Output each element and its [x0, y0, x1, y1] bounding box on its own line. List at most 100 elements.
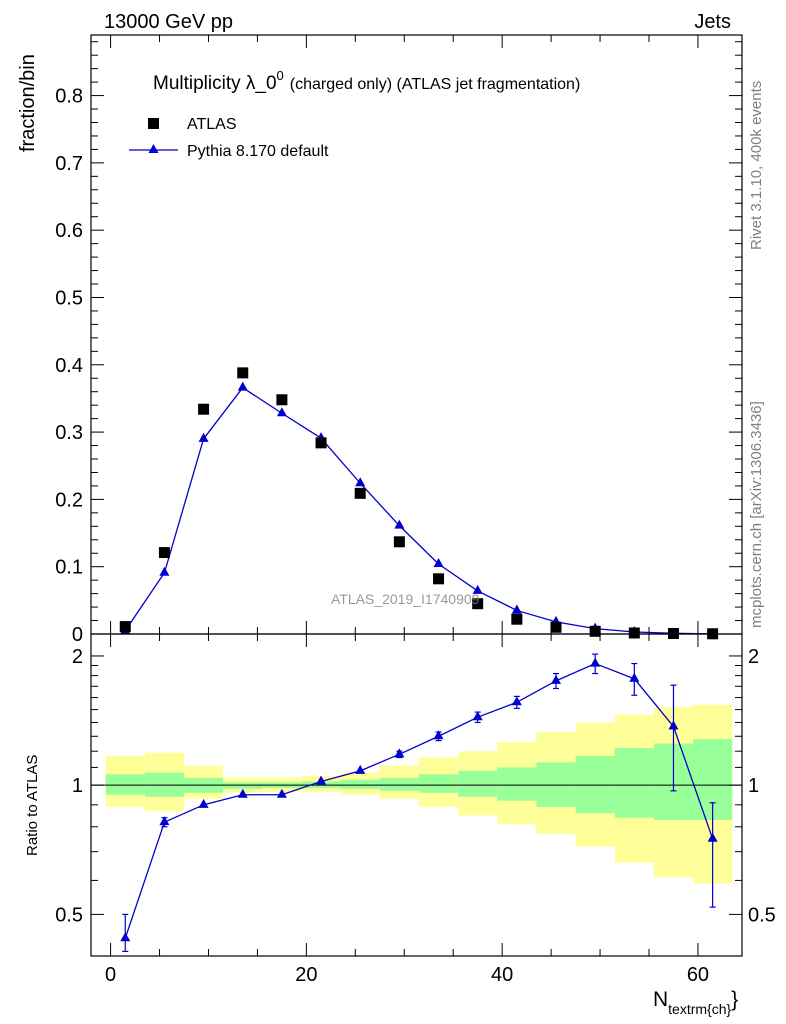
ratio-point	[472, 711, 483, 721]
pythia-point	[355, 477, 366, 487]
x-tick-label: 20	[295, 964, 317, 986]
atlas-point	[315, 437, 327, 449]
main-panel: 0 0.1 0.2 0.3 0.4 0.5 0.6 0.7 0.8 Multiplicity λ…	[17, 34, 743, 646]
ratio-y-axis-label: Ratio to ATLAS	[24, 755, 41, 856]
main-y-tick-label: 0.1	[55, 557, 83, 579]
ratio-marks	[120, 653, 718, 952]
ratio-y-tick-label: 1	[72, 775, 83, 797]
x-axis-label-main: N	[653, 988, 668, 1011]
ratio-band-inner	[497, 767, 537, 801]
ratio-band-inner	[105, 774, 145, 795]
ratio-point	[316, 775, 327, 785]
analysis-watermark: ATLAS_2019_I1740909	[331, 591, 480, 607]
main-y-tick-label: 0.8	[55, 86, 83, 108]
ratio-point	[433, 730, 444, 740]
ratio-bands	[91, 704, 742, 884]
atlas-point	[511, 613, 523, 625]
chart-title-main: Multiplicity λ_0	[153, 73, 277, 94]
ratio-point	[707, 832, 718, 842]
pythia-point	[237, 381, 248, 391]
ratio-panel: 0.5 0.5 1 1 2 2 0 20 40 60 Ratio to ATLAS	[24, 633, 776, 986]
atlas-point	[237, 367, 249, 379]
main-y-tick-label: 0.4	[55, 355, 83, 377]
ratio-line	[124, 662, 714, 939]
ratio-band-inner	[418, 774, 459, 793]
main-y-tick-label: 0.5	[55, 287, 83, 309]
legend: ATLAS Pythia 8.170 default	[129, 116, 329, 160]
pythia-point	[472, 584, 483, 594]
ratio-band-inner	[379, 777, 419, 791]
legend-marker-atlas	[148, 118, 159, 129]
atlas-point	[550, 621, 562, 633]
ratio-point	[668, 720, 679, 730]
atlas-point	[393, 536, 405, 548]
pythia-point	[433, 558, 444, 568]
pythia-point	[511, 604, 522, 614]
ratio-band-inner	[575, 755, 615, 814]
header-right: Jets	[694, 11, 731, 33]
source-label: mcplots.cern.ch [arXiv:1306.3436]	[748, 401, 765, 628]
ratio-point	[159, 816, 170, 826]
x-axis-label-close: }	[731, 988, 738, 1011]
main-y-axis: 0 0.1 0.2 0.3 0.4 0.5 0.6 0.7 0.8	[55, 41, 742, 646]
ratio-y-tick-label: 0.5	[55, 904, 83, 926]
main-y-tick-label: 0.3	[55, 422, 83, 444]
ratio-point	[590, 657, 601, 667]
ratio-band-inner	[614, 748, 654, 818]
chart-title-sup: 0	[277, 68, 284, 83]
ratio-y-tick-label-right: 0.5	[748, 904, 776, 926]
atlas-point	[589, 625, 601, 637]
atlas-point	[276, 394, 288, 406]
main-x-axis	[110, 35, 699, 634]
atlas-point	[354, 487, 366, 499]
main-y-axis-label: fraction/bin	[17, 54, 39, 152]
main-y-tick-label: 0.7	[55, 153, 83, 175]
x-tick-label: 0	[105, 964, 116, 986]
ratio-band-inner	[340, 779, 380, 789]
ratio-point	[120, 932, 131, 942]
rivet-label: Rivet 3.1.10, 400k events	[748, 81, 765, 250]
ratio-band-inner	[144, 772, 184, 797]
ratio-point	[629, 672, 640, 682]
ratio-y-axis: 0.5 0.5 1 1 2 2	[55, 646, 776, 926]
chart-title-rest: (charged only) (ATLAS jet fragmentation)	[290, 76, 581, 93]
atlas-point	[628, 627, 640, 639]
pythia-line	[124, 386, 713, 635]
ratio-point	[276, 788, 287, 798]
pythia-point	[394, 519, 405, 529]
atlas-point	[472, 598, 484, 610]
atlas-point	[433, 573, 445, 585]
legend-label-pythia: Pythia 8.170 default	[187, 143, 329, 160]
ratio-band-inner	[458, 770, 498, 797]
ratio-point	[511, 696, 522, 706]
pythia-point	[159, 566, 170, 576]
ratio-band-inner	[536, 762, 576, 807]
ratio-point	[237, 788, 248, 798]
ratio-y-tick-label-right: 2	[748, 646, 759, 668]
legend-label-atlas: ATLAS	[187, 116, 237, 133]
ratio-x-axis: 0 20 40 60	[105, 634, 709, 986]
ratio-y-tick-label-right: 1	[748, 775, 759, 797]
ratio-point	[355, 764, 366, 774]
ratio-point	[394, 748, 405, 758]
main-y-tick-label: 0.2	[55, 489, 83, 511]
chart-title: Multiplicity λ_00 (charged only) (ATLAS j…	[153, 68, 580, 94]
atlas-point	[198, 403, 210, 415]
legend-marker-pythia	[148, 144, 159, 153]
atlas-point	[119, 621, 131, 633]
header-left: 13000 GeV pp	[104, 11, 233, 33]
x-tick-label: 60	[687, 964, 709, 986]
ratio-frame	[90, 633, 743, 957]
x-tick-label: 40	[491, 964, 513, 986]
ratio-point	[551, 674, 561, 684]
atlas-point	[158, 547, 170, 559]
x-axis-label-sub: textrm{ch}	[668, 1001, 731, 1017]
main-y-tick-label: 0	[72, 624, 83, 646]
ratio-y-tick-label: 2	[72, 646, 83, 668]
x-axis-label: Ntextrm{ch}}	[653, 988, 738, 1017]
pythia-point	[276, 407, 287, 417]
main-y-tick-label: 0.6	[55, 220, 83, 242]
ratio-point	[198, 798, 209, 808]
pythia-point	[198, 432, 209, 442]
